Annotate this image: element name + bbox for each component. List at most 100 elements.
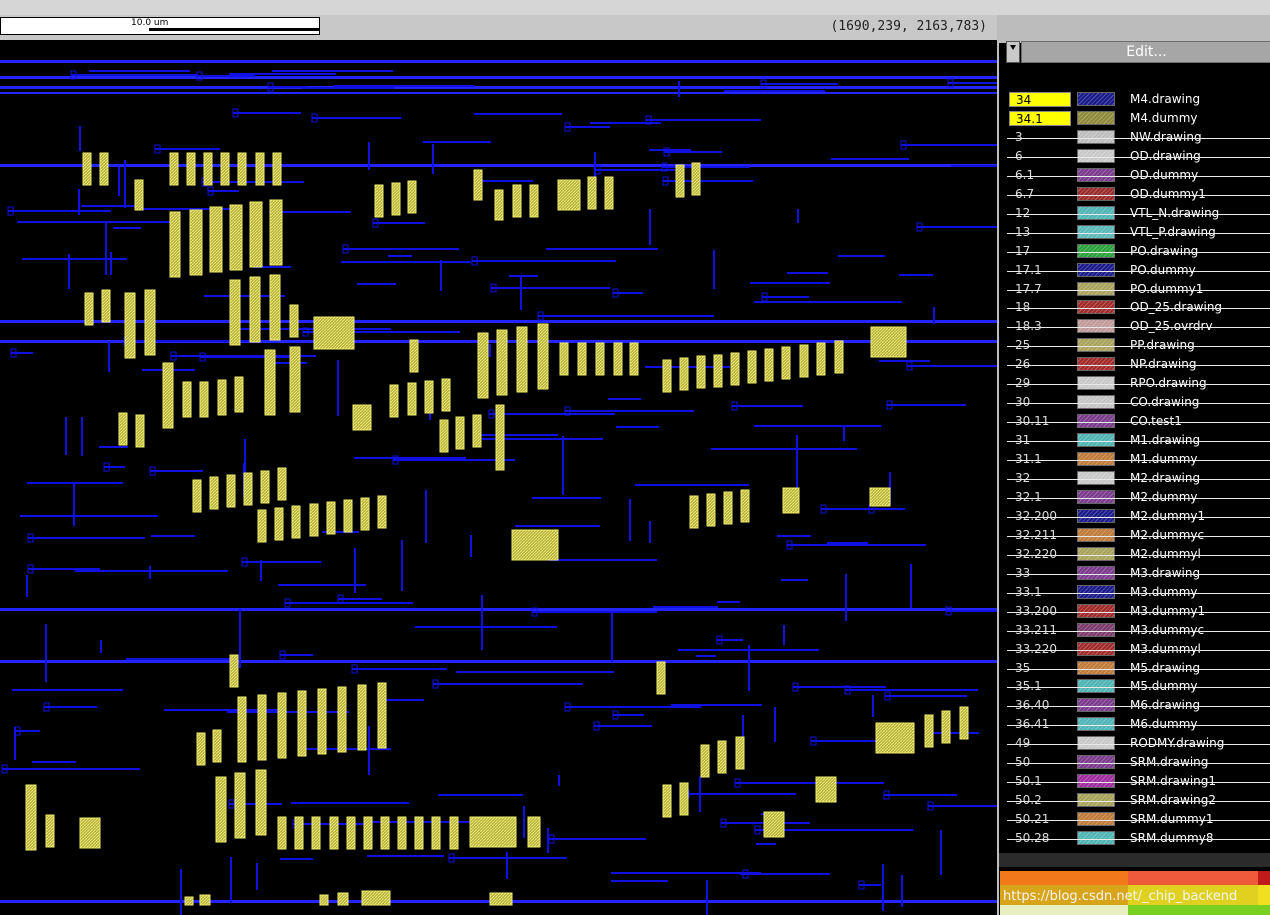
layer-color-swatch[interactable] [1077,527,1115,542]
layer-row[interactable]: 32.1 M2.dummy [1005,488,1270,507]
layer-color-swatch[interactable] [1077,452,1115,467]
layer-color-swatch[interactable] [1077,660,1115,675]
layer-row[interactable]: 18.3 OD_25.ovrdrv [1005,317,1270,336]
layer-row[interactable]: 29 RPO.drawing [1005,374,1270,393]
layer-color-swatch[interactable] [1077,319,1115,334]
layer-name[interactable]: VTL_P.drawing [1130,224,1216,239]
layer-row[interactable]: 33.211 M3.dummyc [1005,621,1270,640]
layer-color-swatch[interactable] [1077,565,1115,580]
layer-row[interactable]: 34.1 M4.dummy [1005,109,1270,128]
layer-number[interactable]: 18.3 [1015,319,1042,334]
palette-dropdown[interactable] [1006,41,1020,63]
layer-name[interactable]: OD.dummy1 [1130,186,1206,201]
layer-name[interactable]: CO.drawing [1130,395,1200,410]
layer-number[interactable]: 50.2 [1015,793,1042,808]
layer-color-swatch[interactable] [1077,186,1115,201]
layer-row[interactable]: 49 RODMY.drawing [1005,734,1270,753]
layer-number[interactable]: 6 [1015,148,1023,163]
layer-row[interactable]: 31.1 M1.dummy [1005,450,1270,469]
layer-row[interactable]: 33.200 M3.dummy1 [1005,602,1270,621]
layer-number[interactable]: 25 [1015,338,1031,353]
layer-number[interactable]: 36.41 [1015,717,1050,732]
layer-row[interactable]: 13 VTL_P.drawing [1005,223,1270,242]
layer-name[interactable]: M3.dummy1 [1130,603,1206,618]
layer-name[interactable]: M6.drawing [1130,698,1201,713]
layer-number[interactable]: 33.1 [1015,584,1042,599]
layer-name[interactable]: M3.dummy [1130,584,1198,599]
layer-name[interactable]: M1.drawing [1130,433,1201,448]
layer-row[interactable]: 33.1 M3.dummy [1005,583,1270,602]
layer-color-swatch[interactable] [1077,546,1115,561]
layer-row[interactable]: 12 VTL_N.drawing [1005,204,1270,223]
layer-color-swatch[interactable] [1077,395,1115,410]
layer-name[interactable]: M2.dummy1 [1130,508,1206,523]
layer-row[interactable]: 33 M3.drawing [1005,564,1270,583]
layer-number[interactable]: 35 [1015,660,1031,675]
layer-row[interactable]: 32 M2.drawing [1005,469,1270,488]
layer-color-swatch[interactable] [1077,376,1115,391]
layer-color-swatch[interactable] [1077,433,1115,448]
layer-name[interactable]: CO.test1 [1130,414,1182,429]
layer-name[interactable]: M3.dummyc [1130,622,1205,637]
layer-name[interactable]: M3.drawing [1130,565,1201,580]
layer-name[interactable]: M3.dummyl [1130,641,1201,656]
layer-color-swatch[interactable] [1077,110,1115,125]
layer-number[interactable]: 3 [1015,129,1023,144]
layer-name[interactable]: NP.drawing [1130,357,1197,372]
layer-color-swatch[interactable] [1077,357,1115,372]
layer-number[interactable]: 17 [1015,243,1031,258]
edit-button[interactable]: Edit... [1021,41,1270,63]
layer-number[interactable]: 30.11 [1015,414,1050,429]
layer-row[interactable]: 32.200 M2.dummy1 [1005,507,1270,526]
layer-number[interactable]: 6.1 [1015,167,1035,182]
layer-number[interactable]: 33.200 [1015,603,1057,618]
layer-color-swatch[interactable] [1077,622,1115,637]
layer-number[interactable]: 34.1 [1009,110,1071,126]
layer-row[interactable]: 18 OD_25.drawing [1005,298,1270,317]
layer-number[interactable]: 13 [1015,224,1031,239]
layer-row[interactable]: 50.21 SRM.dummy1 [1005,810,1270,829]
layer-name[interactable]: PO.dummy1 [1130,281,1204,296]
layer-row[interactable]: 6 OD.drawing [1005,147,1270,166]
layer-color-swatch[interactable] [1077,679,1115,694]
layer-color-swatch[interactable] [1077,641,1115,656]
layer-color-swatch[interactable] [1077,262,1115,277]
layer-name[interactable]: SRM.drawing2 [1130,793,1217,808]
layer-row[interactable]: 17.7 PO.dummy1 [1005,280,1270,299]
layer-number[interactable]: 33.211 [1015,622,1057,637]
layer-row[interactable]: 35 M5.drawing [1005,659,1270,678]
layer-number[interactable]: 36.40 [1015,698,1050,713]
layer-number[interactable]: 32 [1015,471,1031,485]
layer-name[interactable]: M2.drawing [1130,471,1201,485]
layer-number[interactable]: 50 [1015,755,1031,770]
layer-name[interactable]: M2.dummyl [1130,546,1201,561]
layer-number[interactable]: 12 [1015,205,1031,220]
layer-name[interactable]: M5.dummy [1130,679,1198,694]
layer-row[interactable]: 32.220 M2.dummyl [1005,545,1270,564]
layer-number[interactable]: 32.200 [1015,508,1057,523]
layer-color-swatch[interactable] [1077,414,1115,429]
layer-number[interactable]: 32.220 [1015,546,1057,561]
layout-canvas[interactable]: 10.0 um (1690,239, 2163,783) [0,15,997,915]
layer-number[interactable]: 17.7 [1015,281,1042,296]
layer-number[interactable]: 32.1 [1015,489,1042,504]
layer-number[interactable]: 26 [1015,357,1031,372]
layer-name[interactable]: OD_25.ovrdrv [1130,319,1213,334]
layer-row[interactable]: 50.1 SRM.drawing1 [1005,772,1270,791]
layer-color-swatch[interactable] [1077,92,1115,106]
layer-row[interactable]: 30 CO.drawing [1005,393,1270,412]
layer-color-swatch[interactable] [1077,603,1115,618]
layer-color-swatch[interactable] [1077,717,1115,732]
layer-name[interactable]: OD_25.drawing [1130,300,1223,315]
layer-name[interactable]: VTL_N.drawing [1130,205,1220,220]
layer-number[interactable]: 49 [1015,736,1031,751]
layer-row[interactable]: 32.211 M2.dummyc [1005,526,1270,545]
layer-name[interactable]: M2.dummy [1130,489,1198,504]
layer-name[interactable]: SRM.dummy8 [1130,831,1214,846]
layer-row[interactable]: 50.2 SRM.drawing2 [1005,791,1270,810]
layer-color-swatch[interactable] [1077,338,1115,353]
layer-number[interactable]: 50.21 [1015,812,1050,827]
layer-color-swatch[interactable] [1077,812,1115,827]
layer-row[interactable]: 26 NP.drawing [1005,355,1270,374]
layer-row[interactable]: 30.11 CO.test1 [1005,412,1270,431]
